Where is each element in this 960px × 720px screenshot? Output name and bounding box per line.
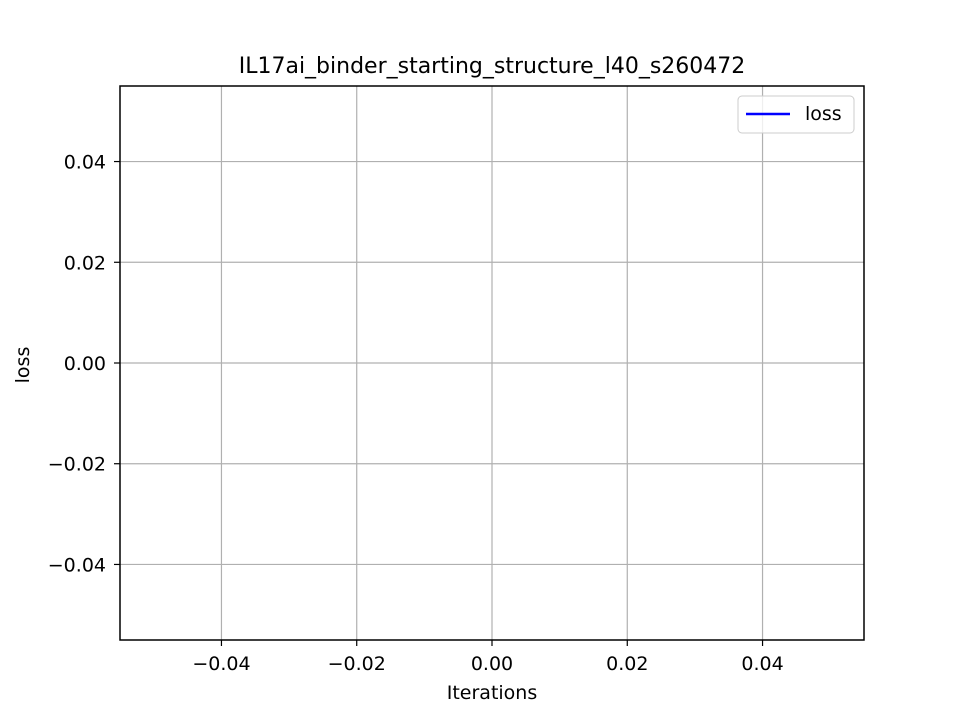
legend-label-loss: loss [805,103,842,125]
y-axis-ticks: −0.04 −0.02 0.00 0.02 0.04 [48,152,120,576]
x-axis-label: Iterations [447,682,538,704]
chart-title: IL17ai_binder_starting_structure_l40_s26… [239,54,746,79]
x-tick-label: 0.02 [606,653,648,675]
x-axis-ticks: −0.04 −0.02 0.00 0.02 0.04 [192,640,784,675]
y-tick-label: 0.02 [64,252,106,274]
y-tick-label: 0.04 [64,152,106,174]
legend-box [737,95,855,134]
x-tick-label: 0.00 [471,653,513,675]
y-tick-label: −0.02 [48,454,106,476]
grid-lines [120,86,864,640]
y-tick-label: −0.04 [48,554,106,576]
legend: loss [737,95,855,134]
x-tick-label: −0.04 [192,653,250,675]
y-axis-label: loss [12,347,34,384]
x-tick-label: 0.04 [741,653,783,675]
y-tick-label: 0.00 [64,353,106,375]
x-tick-label: −0.02 [328,653,386,675]
